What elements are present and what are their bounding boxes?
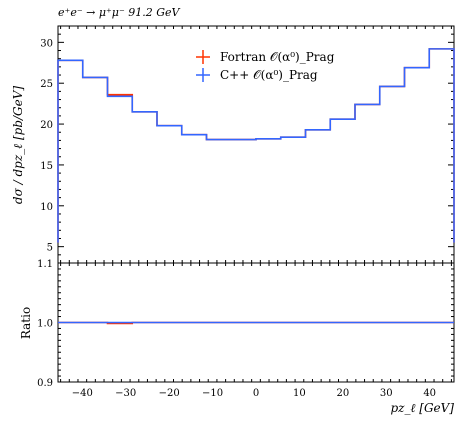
x-tick-labels: −40 −30 −20 −10 0 10 20 30 40: [72, 388, 436, 399]
x-tick-label: 30: [380, 388, 393, 399]
x-tick-label: 10: [293, 388, 306, 399]
ratio-y-tick-label: 1.1: [37, 259, 53, 270]
x-axis-label: pz_ℓ [GeV]: [390, 401, 454, 415]
ratio-panel-series: [58, 321, 454, 325]
main-y-tick-label: 5: [47, 243, 53, 254]
x-tick-label: −10: [202, 388, 223, 399]
ratio-y-tick-label: 0.9: [37, 378, 53, 389]
main-panel-series: [57, 48, 455, 243]
legend: Fortran 𝒪(α⁰)_Prag C++ 𝒪(α⁰)_Prag: [196, 50, 335, 82]
legend-entry-fortran: Fortran 𝒪(α⁰)_Prag: [196, 50, 335, 64]
ratio-y-axis-label: Ratio: [19, 307, 33, 339]
legend-label-cpp: C++ 𝒪(α⁰)_Prag: [220, 68, 318, 82]
x-tick-label: −20: [159, 388, 180, 399]
main-y-tick-label: 20: [40, 120, 53, 131]
ratio-y-tick-label: 1.0: [37, 319, 53, 330]
legend-entry-cpp: C++ 𝒪(α⁰)_Prag: [196, 68, 318, 82]
main-y-tick-label: 25: [40, 79, 53, 90]
main-y-tick-label: 10: [40, 202, 53, 213]
main-y-tick-label: 15: [40, 161, 53, 172]
main-y-axis-label: dσ / dpz_ℓ [pb/GeV]: [11, 86, 25, 204]
x-tick-label: 40: [423, 388, 436, 399]
x-tick-label: −40: [72, 388, 93, 399]
main-y-tick-labels: 5 10 15 20 25 30: [40, 38, 53, 253]
main-series-line-cpp: [57, 48, 455, 243]
ratio-panel-ticks: [58, 262, 454, 383]
main-y-tick-label: 30: [40, 38, 53, 49]
legend-label-fortran: Fortran 𝒪(α⁰)_Prag: [220, 50, 335, 64]
ratio-y-tick-labels: 0.9 1.0 1.1: [37, 259, 53, 389]
x-tick-label: −30: [115, 388, 136, 399]
chart-title: e⁺e⁻ → μ⁺μ⁻ 91.2 GeV: [58, 6, 181, 19]
x-tick-label: 20: [336, 388, 349, 399]
x-tick-label: 0: [253, 388, 259, 399]
